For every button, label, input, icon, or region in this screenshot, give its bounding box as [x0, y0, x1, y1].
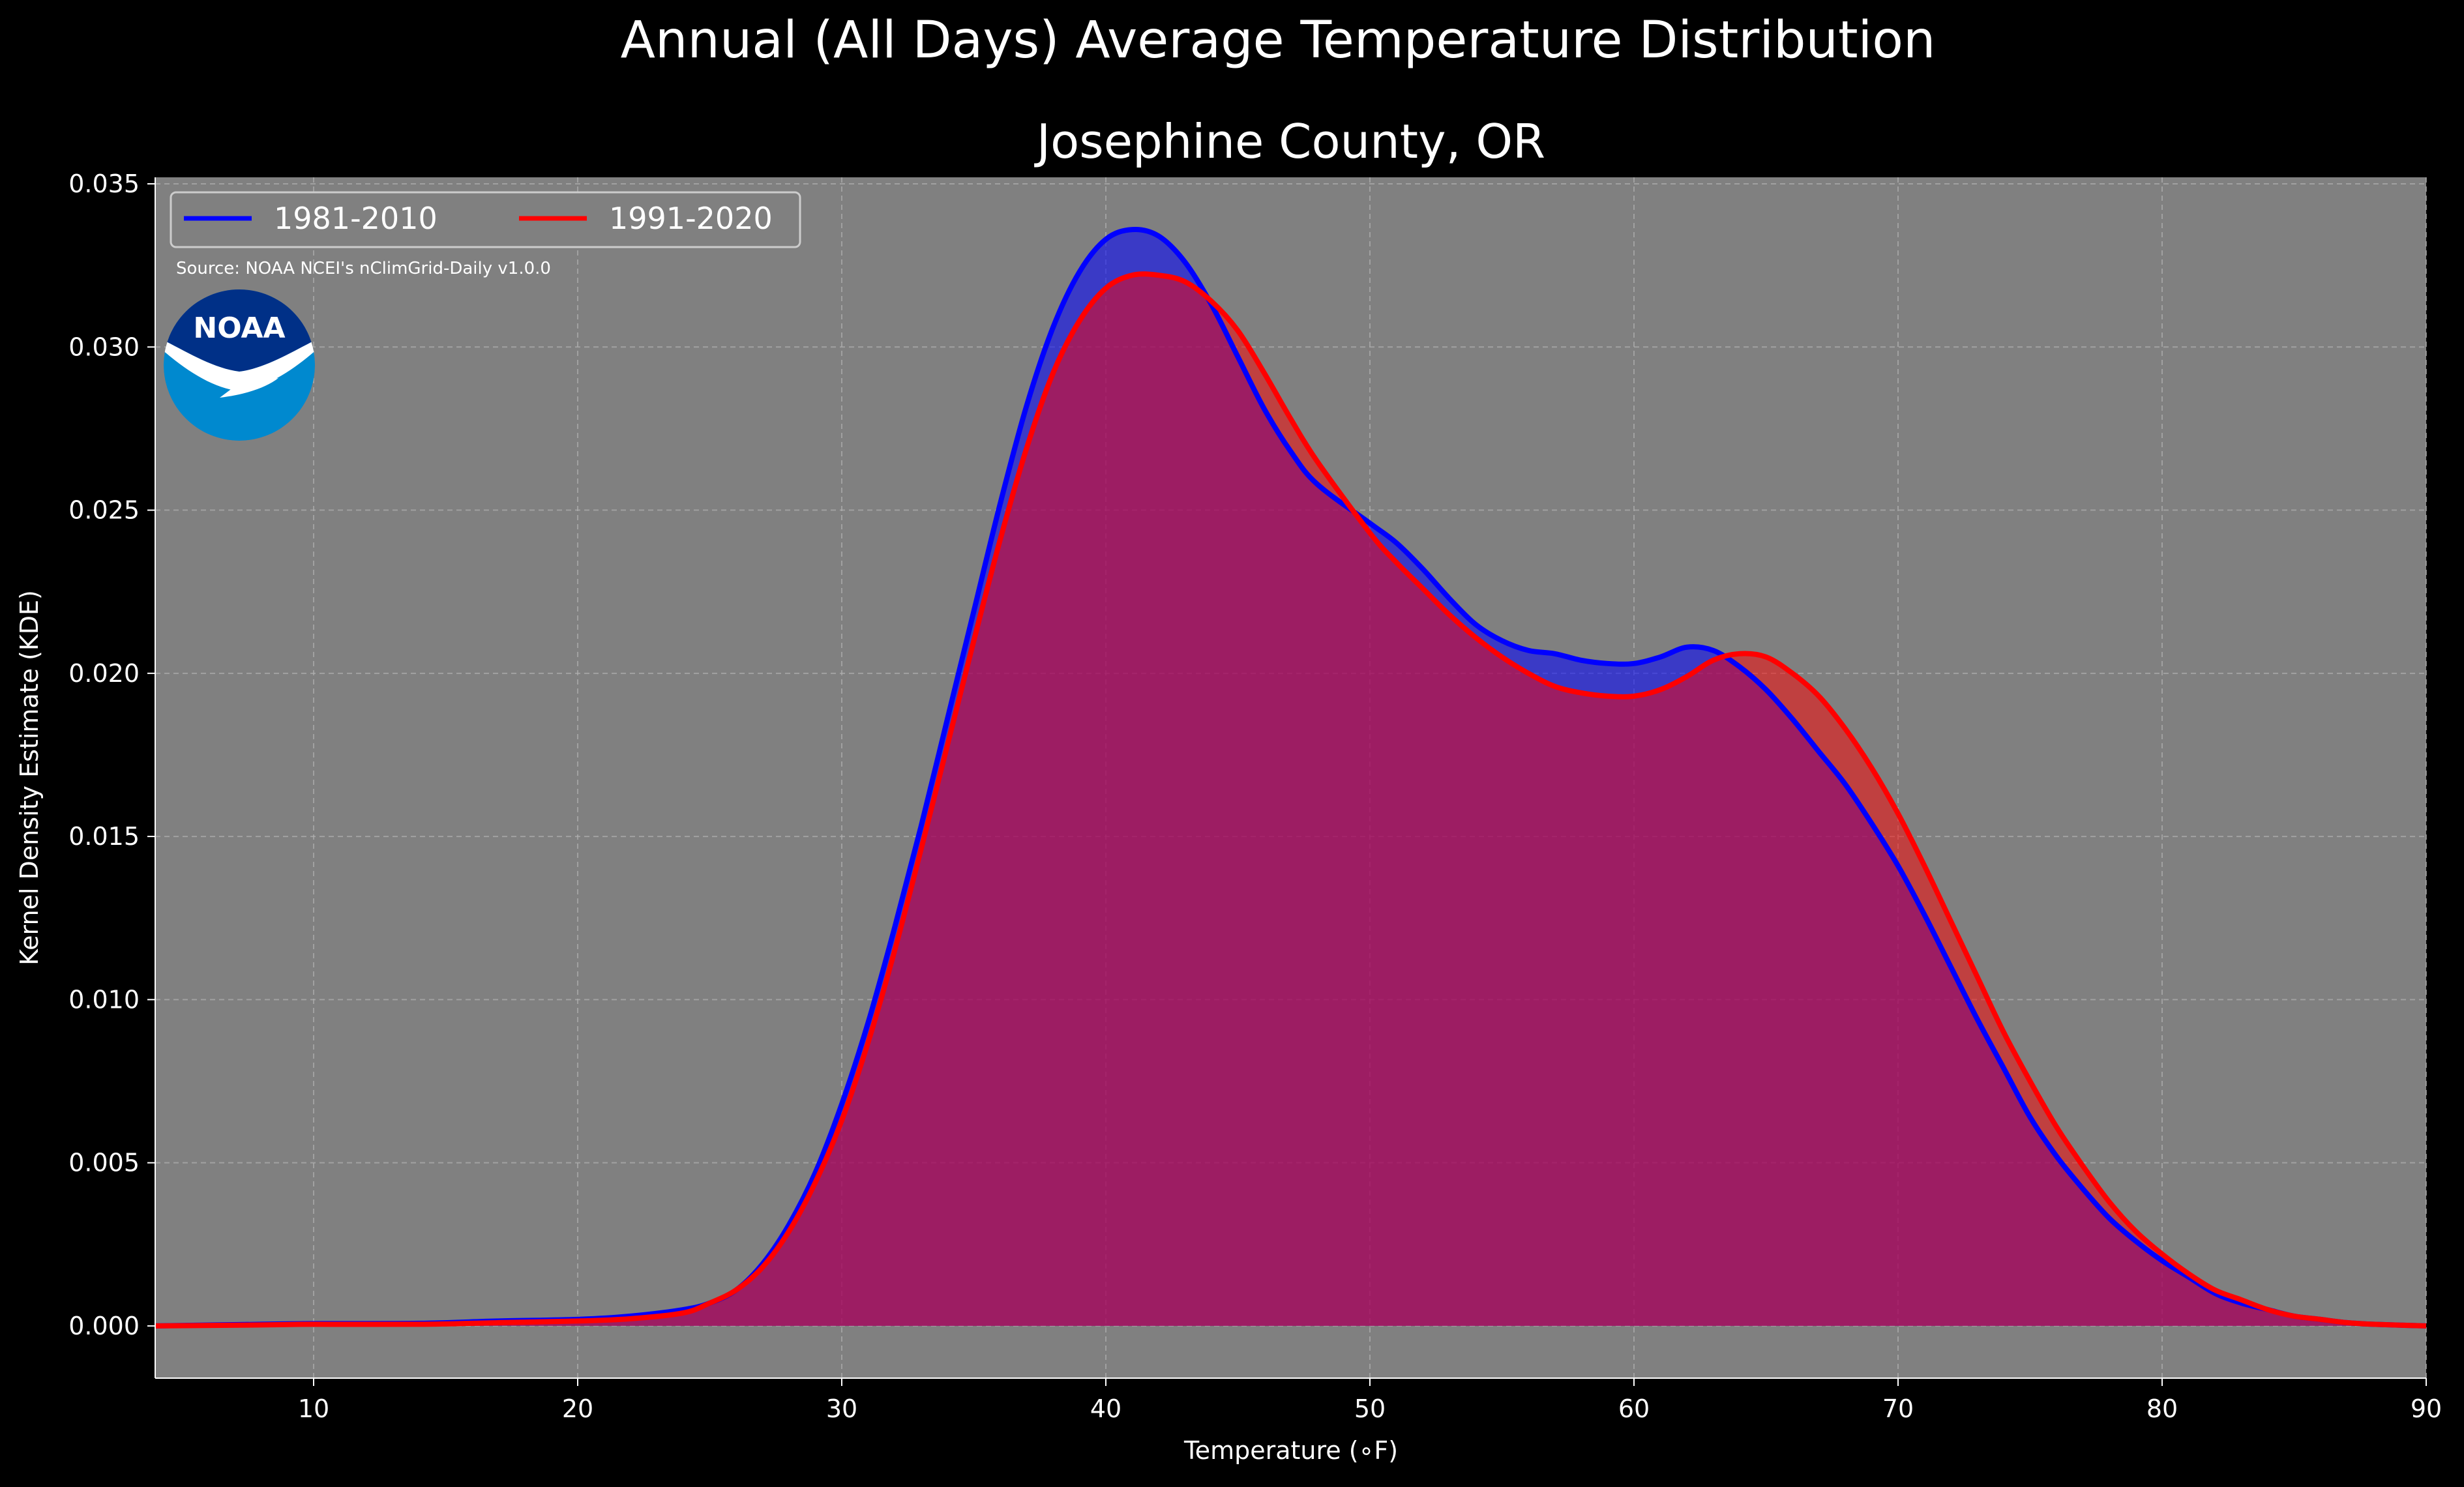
legend: 1981-2010 1991-2020	[170, 191, 801, 248]
y-tick-label: 0.020	[68, 659, 140, 688]
y-tick-label: 0.035	[68, 169, 140, 198]
x-tick-label: 20	[562, 1394, 593, 1423]
x-axis-label: Temperature (∘F)	[1183, 1436, 1398, 1465]
line-1981-2010	[155, 226, 2426, 1329]
x-axis-ticks: 10 20 30 40 50 60 70 80 90	[298, 1378, 2442, 1423]
x-tick-label: 70	[1882, 1394, 1914, 1423]
y-tick-label: 0.000	[68, 1312, 140, 1340]
y-tick-label: 0.005	[68, 1149, 140, 1177]
logo-text: NOAA	[193, 312, 285, 345]
x-tick-label: 30	[826, 1394, 857, 1423]
y-tick-label: 0.010	[68, 985, 140, 1014]
chart-subtitle: Josephine County, OR	[1034, 114, 1545, 169]
source-note: Source: NOAA NCEI's nClimGrid-Daily v1.0…	[176, 259, 551, 278]
y-tick-label: 0.015	[68, 822, 140, 851]
noaa-logo: NOAA	[164, 289, 315, 441]
legend-label-1981-2010: 1981-2010	[274, 201, 438, 236]
series-lines	[155, 226, 2426, 1329]
logo-gull-tail	[220, 378, 278, 398]
area-1991-2020	[155, 274, 2426, 1326]
x-tick-label: 80	[2146, 1394, 2178, 1423]
series-areas	[155, 229, 2426, 1326]
logo-gull-wing	[164, 339, 315, 391]
logo-circle-upper	[164, 289, 315, 372]
y-axis-ticks: 0.000 0.005 0.010 0.015 0.020 0.025 0.030 0.035	[68, 169, 155, 1340]
y-tick-label: 0.025	[68, 496, 140, 525]
x-tick-label: 10	[298, 1394, 329, 1423]
line-1991-2020	[155, 271, 2426, 1329]
x-tick-label: 40	[1090, 1394, 1121, 1423]
x-tick-label: 50	[1354, 1394, 1386, 1423]
chart-title: Annual (All Days) Average Temperature Di…	[621, 11, 1936, 70]
axes	[155, 177, 2426, 1379]
x-tick-label: 90	[2411, 1394, 2442, 1423]
legend-box	[170, 191, 801, 248]
legend-label-1991-2020: 1991-2020	[609, 201, 773, 236]
y-tick-label: 0.030	[68, 332, 140, 361]
y-axis-label: Kernel Density Estimate (KDE)	[15, 590, 44, 965]
x-tick-label: 60	[1618, 1394, 1650, 1423]
